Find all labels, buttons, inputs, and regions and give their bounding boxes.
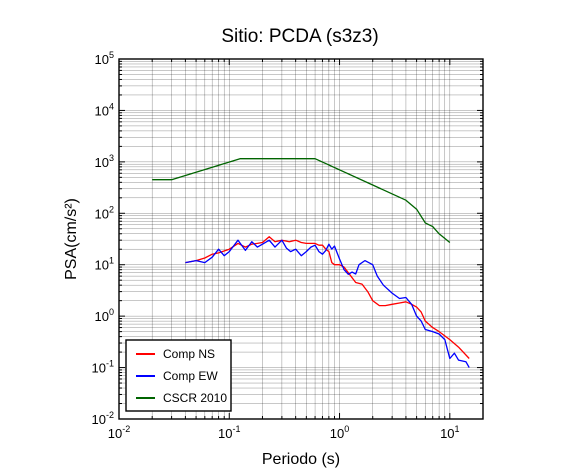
y-tick-label-exponent: 3 [109, 153, 114, 163]
x-tick-label: 10-2 [108, 424, 130, 441]
x-tick-label-base: 10 [108, 426, 122, 441]
grid-layer [119, 59, 483, 419]
legend-label: CSCR 2010 [163, 391, 227, 405]
series-layer [152, 158, 470, 368]
y-tick-label-exponent: -1 [106, 359, 114, 369]
x-tick-label-exponent: -2 [122, 424, 130, 434]
y-tick-label-base: 10 [95, 309, 109, 324]
legend-label: Comp EW [163, 369, 218, 383]
y-tick-label-base: 10 [92, 412, 106, 427]
y-tick-label: 102 [95, 204, 114, 221]
y-tick-label-exponent: -2 [106, 410, 114, 420]
y-tick-label: 103 [95, 153, 114, 170]
x-tick-label-base: 10 [330, 426, 344, 441]
y-tick-label: 100 [95, 307, 114, 324]
x-tick-label-exponent: 1 [455, 424, 460, 434]
y-tick-label-exponent: 5 [109, 50, 114, 60]
y-tick-label: 10-1 [92, 359, 114, 376]
legend: Comp NS Comp EW CSCR 2010 [125, 339, 232, 412]
x-tick-label-exponent: 0 [344, 424, 349, 434]
series-line-comp-ew [185, 239, 470, 368]
x-tick-label: 10-1 [218, 424, 240, 441]
plot-frame [118, 58, 484, 420]
y-tick-label-exponent: 1 [109, 256, 114, 266]
legend-label: Comp NS [163, 347, 215, 361]
y-tick-label-base: 10 [95, 206, 109, 221]
y-tick-label-base: 10 [95, 103, 109, 118]
y-tick-label-exponent: 2 [109, 204, 114, 214]
y-tick-label: 104 [95, 101, 114, 118]
y-tick-label-exponent: 0 [109, 307, 114, 317]
y-tick-label-exponent: 4 [109, 101, 114, 111]
y-tick-label-base: 10 [92, 361, 106, 376]
y-tick-label-base: 10 [95, 258, 109, 273]
series-line-cscr-2010 [152, 158, 451, 244]
y-tick-label: 101 [95, 256, 114, 273]
y-axis-label: PSA(cm/s²) [63, 198, 80, 280]
x-tick-label: 100 [330, 424, 349, 441]
y-tick-label: 10-2 [92, 410, 114, 427]
y-tick-label: 105 [95, 50, 114, 67]
x-axis-label: Periodo (s) [262, 451, 340, 468]
y-tick-label-base: 10 [95, 52, 109, 67]
x-tick-label: 101 [440, 424, 459, 441]
chart-title: Sitio: PCDA (s3z3) [221, 26, 378, 47]
x-tick-label-base: 10 [218, 426, 232, 441]
y-tick-label-base: 10 [95, 155, 109, 170]
x-tick-label-base: 10 [440, 426, 454, 441]
x-tick-label-exponent: -1 [232, 424, 240, 434]
